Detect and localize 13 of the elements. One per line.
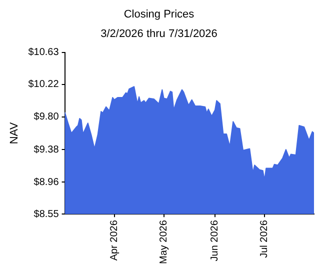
- y-tick-label: $10.63: [28, 47, 60, 58]
- chart-title: Closing Prices: [124, 8, 195, 21]
- y-tick-label: $9.80: [34, 112, 60, 123]
- x-tick-label: Jun 2026: [210, 220, 221, 262]
- y-tick-label: $8.96: [34, 176, 60, 188]
- x-tick-label: May 2026: [158, 220, 170, 264]
- chart-subtitle: 3/2/2026 thru 7/31/2026: [100, 28, 218, 40]
- y-tick-label: $9.38: [34, 144, 60, 156]
- y-tick-label: $8.55: [34, 208, 60, 220]
- x-tick-label: Jul 2026: [259, 220, 270, 258]
- y-axis-title: NAV: [8, 122, 21, 144]
- x-tick-label: Apr 2026: [109, 220, 120, 261]
- y-tick-label: $10.22: [28, 79, 60, 90]
